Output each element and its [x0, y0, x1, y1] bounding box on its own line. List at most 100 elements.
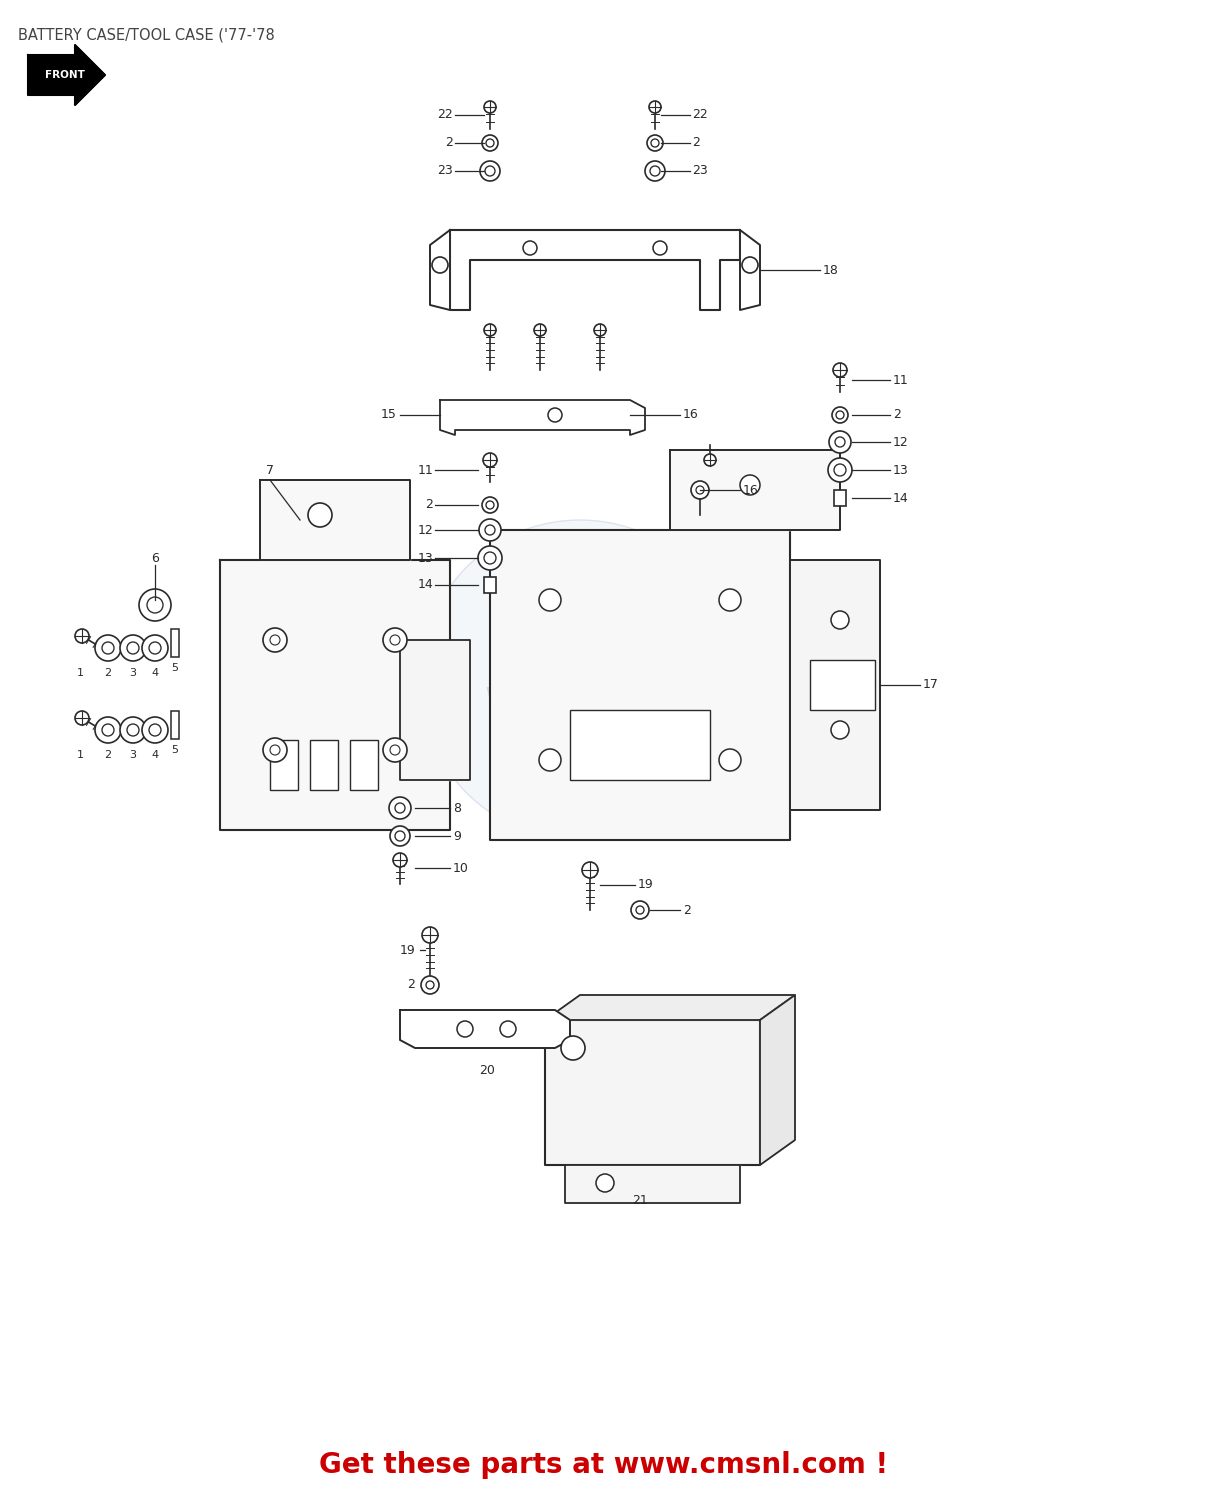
Circle shape [143, 634, 168, 662]
Circle shape [390, 827, 410, 846]
Text: 4: 4 [151, 668, 158, 678]
Bar [484, 578, 496, 592]
Bar [350, 740, 378, 790]
Circle shape [483, 453, 496, 466]
Circle shape [432, 256, 448, 273]
Text: 3: 3 [129, 668, 137, 678]
Circle shape [395, 831, 405, 842]
Circle shape [120, 634, 146, 662]
Circle shape [127, 724, 139, 736]
Circle shape [831, 722, 849, 740]
Circle shape [383, 628, 407, 652]
Bar [570, 710, 710, 780]
Circle shape [631, 902, 649, 920]
Polygon shape [400, 1010, 570, 1048]
Circle shape [139, 590, 172, 621]
Circle shape [645, 160, 664, 182]
Circle shape [741, 476, 760, 495]
Circle shape [484, 324, 496, 336]
Circle shape [263, 738, 288, 762]
Circle shape [482, 135, 498, 152]
Circle shape [75, 628, 89, 644]
Circle shape [649, 100, 661, 112]
Circle shape [832, 406, 848, 423]
Text: 23: 23 [437, 165, 453, 177]
Circle shape [691, 482, 709, 500]
Circle shape [500, 1022, 516, 1036]
Text: 9: 9 [453, 830, 461, 843]
Text: 2: 2 [893, 408, 901, 422]
Circle shape [426, 981, 434, 988]
Polygon shape [760, 994, 795, 1166]
Circle shape [149, 642, 161, 654]
Text: BATTERY CASE/TOOL CASE ('77-'78: BATTERY CASE/TOOL CASE ('77-'78 [18, 28, 274, 44]
Circle shape [650, 166, 660, 176]
Circle shape [539, 748, 561, 771]
Text: 4: 4 [151, 750, 158, 760]
Text: 17: 17 [923, 678, 939, 692]
Text: 12: 12 [417, 524, 432, 537]
Polygon shape [440, 400, 645, 435]
Text: 11: 11 [893, 374, 908, 387]
Circle shape [95, 717, 121, 742]
Text: 6: 6 [151, 552, 159, 564]
Circle shape [742, 256, 757, 273]
Circle shape [383, 738, 407, 762]
Circle shape [651, 140, 660, 147]
Text: 19: 19 [400, 944, 416, 957]
Circle shape [548, 408, 562, 422]
Text: 16: 16 [683, 408, 698, 422]
Text: 8: 8 [453, 801, 461, 814]
Text: 2: 2 [104, 668, 111, 678]
Text: 7: 7 [266, 464, 274, 477]
Text: Get these parts at www.cmsnl.com !: Get these parts at www.cmsnl.com ! [319, 1450, 889, 1479]
Circle shape [561, 1036, 585, 1060]
Circle shape [484, 166, 495, 176]
Circle shape [596, 1174, 614, 1192]
Text: 14: 14 [417, 579, 432, 591]
Text: 10: 10 [453, 861, 469, 874]
Text: 11: 11 [417, 464, 432, 477]
Polygon shape [545, 1020, 760, 1166]
Polygon shape [400, 640, 470, 780]
Bar [172, 628, 179, 657]
Circle shape [457, 1022, 474, 1036]
Bar [811, 660, 875, 710]
Circle shape [390, 746, 400, 754]
Circle shape [422, 976, 439, 994]
Polygon shape [565, 1166, 741, 1203]
Circle shape [395, 802, 405, 813]
Circle shape [486, 140, 494, 147]
Bar [271, 740, 298, 790]
Text: 2: 2 [683, 903, 691, 916]
Polygon shape [220, 560, 451, 830]
Text: 22: 22 [692, 108, 708, 122]
Circle shape [647, 135, 663, 152]
Polygon shape [28, 45, 105, 105]
Circle shape [831, 610, 849, 628]
Text: 21: 21 [632, 1194, 647, 1206]
Text: 20: 20 [480, 1064, 495, 1077]
Polygon shape [490, 530, 790, 840]
Circle shape [95, 634, 121, 662]
Circle shape [635, 906, 644, 914]
Text: 16: 16 [743, 483, 759, 496]
Text: 5: 5 [172, 663, 179, 674]
Circle shape [120, 717, 146, 742]
Circle shape [482, 496, 498, 513]
Text: 12: 12 [893, 435, 908, 448]
Polygon shape [670, 450, 840, 530]
Bar [310, 740, 338, 790]
Circle shape [827, 458, 852, 482]
Circle shape [101, 724, 114, 736]
Circle shape [480, 160, 500, 182]
Text: WWW.CMSNL.COM: WWW.CMSNL.COM [486, 686, 674, 703]
Text: WWW.CMSNL.COM: WWW.CMSNL.COM [522, 658, 639, 672]
Circle shape [143, 717, 168, 742]
Circle shape [486, 501, 494, 509]
Circle shape [389, 796, 411, 819]
Polygon shape [430, 230, 451, 310]
Text: 15: 15 [382, 408, 397, 422]
Circle shape [719, 590, 741, 610]
Text: 19: 19 [638, 879, 654, 891]
